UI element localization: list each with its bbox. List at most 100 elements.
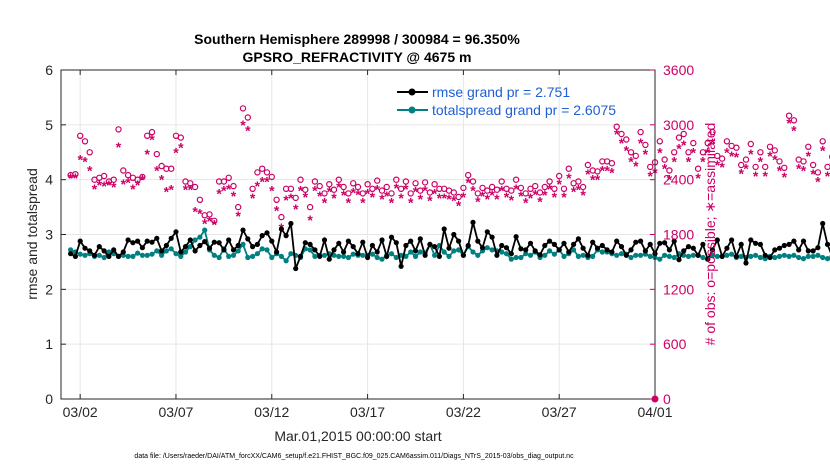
data-point bbox=[278, 226, 284, 232]
data-point bbox=[202, 227, 208, 233]
obs-assimilated-point: * bbox=[374, 182, 380, 198]
obs-possible-point bbox=[694, 165, 702, 172]
obs-possible-point bbox=[455, 193, 462, 201]
data-point bbox=[503, 245, 510, 251]
obs-possible-point bbox=[579, 183, 587, 191]
y2-tick-label: 1200 bbox=[663, 281, 694, 297]
data-point bbox=[494, 252, 500, 258]
data-point bbox=[182, 249, 189, 255]
data-point bbox=[743, 260, 749, 266]
obs-assimilated-point: * bbox=[183, 182, 189, 198]
obs-possible-point bbox=[814, 169, 822, 176]
obs-possible-point bbox=[374, 177, 381, 184]
data-point bbox=[503, 251, 510, 257]
obs-possible-point bbox=[431, 180, 438, 188]
obs-possible-point bbox=[302, 186, 309, 193]
data-point bbox=[690, 252, 696, 258]
obs-possible-point bbox=[560, 185, 568, 192]
data-point bbox=[714, 253, 720, 259]
data-point bbox=[211, 239, 217, 245]
y2-tick-label: 3000 bbox=[663, 117, 694, 133]
obs-assimilated-point: * bbox=[216, 185, 222, 201]
data-point bbox=[307, 247, 313, 253]
obs-possible-point bbox=[474, 190, 481, 197]
data-point bbox=[662, 252, 668, 258]
obs-assimilated-point: * bbox=[303, 189, 309, 205]
obs-possible-point bbox=[522, 190, 529, 197]
obs-assimilated-point: * bbox=[298, 183, 304, 199]
data-point bbox=[403, 242, 409, 249]
obs-assimilated-point: * bbox=[772, 152, 778, 168]
obs-assimilated-point: * bbox=[346, 195, 352, 211]
obs-assimilated-point: * bbox=[791, 122, 797, 138]
obs-assimilated-point: * bbox=[418, 191, 424, 207]
obs-assimilated-point: * bbox=[432, 185, 438, 201]
obs-assimilated-point: * bbox=[715, 157, 721, 173]
obs-assimilated-point: * bbox=[135, 177, 141, 193]
data-point bbox=[259, 233, 265, 239]
obs-assimilated-point: * bbox=[729, 148, 735, 164]
obs-assimilated-point: * bbox=[221, 183, 227, 199]
data-point bbox=[96, 252, 102, 258]
obs-possible-point bbox=[383, 183, 390, 191]
obs-possible-point bbox=[800, 158, 807, 165]
data-point bbox=[551, 251, 558, 257]
obs-assimilated-point: * bbox=[681, 137, 687, 153]
obs-possible-point bbox=[785, 112, 793, 119]
obs-possible-point bbox=[321, 190, 328, 197]
data-point bbox=[87, 248, 93, 254]
data-point bbox=[628, 254, 634, 261]
data-point bbox=[618, 251, 625, 257]
data-point bbox=[666, 247, 673, 253]
data-point bbox=[326, 256, 332, 262]
obs-possible-point bbox=[556, 172, 563, 180]
obs-possible-point bbox=[393, 176, 400, 183]
data-point bbox=[211, 252, 217, 258]
data-point bbox=[475, 252, 481, 258]
obs-assimilated-point: * bbox=[111, 179, 117, 195]
obs-assimilated-point: * bbox=[734, 149, 740, 165]
obs-assimilated-point: * bbox=[667, 172, 673, 188]
data-point bbox=[590, 239, 596, 245]
obs-assimilated-point: * bbox=[389, 195, 395, 211]
data-point bbox=[815, 252, 821, 258]
obs-possible-point bbox=[412, 180, 419, 187]
obs-assimilated-point: * bbox=[494, 191, 500, 207]
data-point bbox=[748, 253, 754, 259]
obs-possible-point bbox=[211, 217, 218, 224]
data-point bbox=[336, 253, 342, 259]
obs-possible-point bbox=[354, 183, 362, 191]
legend-spread-marker bbox=[408, 106, 416, 114]
data-point bbox=[451, 248, 457, 254]
obs-assimilated-point: * bbox=[633, 158, 639, 174]
data-point bbox=[436, 253, 442, 259]
data-point bbox=[805, 248, 811, 254]
obs-possible-point bbox=[167, 165, 175, 172]
data-point bbox=[786, 253, 792, 259]
obs-possible-point bbox=[297, 176, 304, 183]
data-point bbox=[297, 253, 304, 259]
data-point bbox=[173, 251, 179, 257]
obs-endpoint-marker bbox=[651, 395, 659, 403]
data-point bbox=[489, 247, 495, 253]
obs-possible-point bbox=[148, 128, 156, 136]
obs-assimilated-point: * bbox=[609, 164, 615, 180]
obs-possible-point bbox=[350, 180, 357, 187]
data-point bbox=[120, 249, 126, 255]
obs-assimilated-point: * bbox=[130, 181, 136, 197]
obs-assimilated-point: * bbox=[724, 144, 730, 160]
data-point bbox=[753, 252, 759, 258]
data-point bbox=[791, 238, 797, 244]
data-point bbox=[623, 252, 629, 258]
data-point bbox=[68, 247, 74, 253]
data-point bbox=[417, 236, 423, 242]
obs-assimilated-point: * bbox=[532, 186, 538, 202]
data-point bbox=[106, 253, 112, 259]
obs-possible-point bbox=[733, 144, 740, 151]
obs-assimilated-point: * bbox=[585, 166, 591, 182]
x-tick-label: 03/22 bbox=[446, 404, 481, 420]
data-point bbox=[365, 254, 371, 261]
data-point bbox=[302, 240, 308, 246]
data-point bbox=[456, 238, 462, 244]
data-point bbox=[700, 254, 706, 261]
